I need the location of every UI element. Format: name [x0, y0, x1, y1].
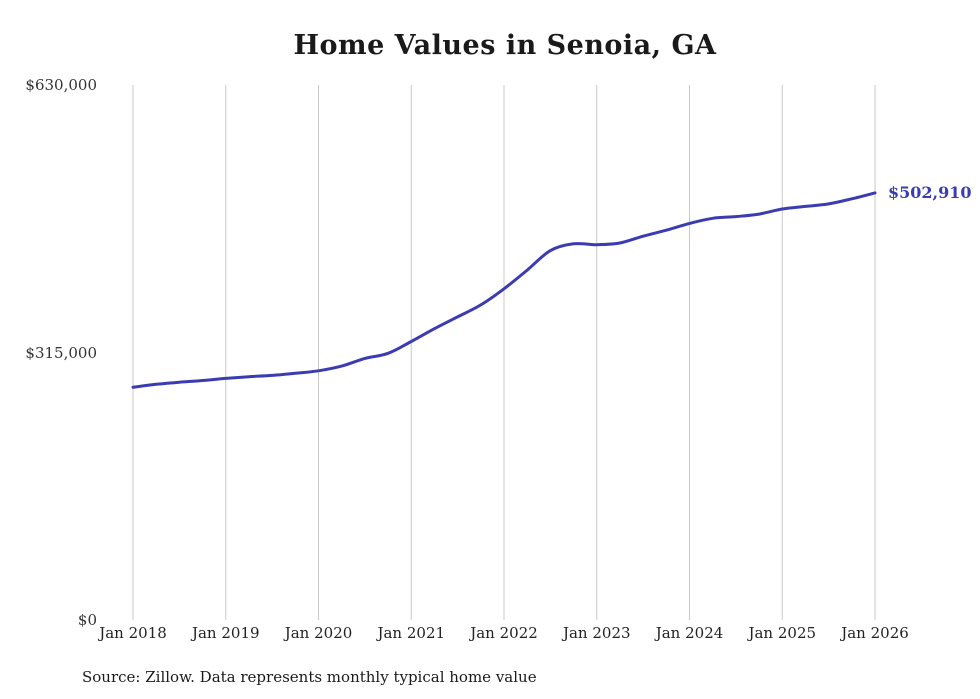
chart-title: Home Values in Senoia, GA	[293, 30, 717, 61]
x-tick-label: Jan 2022	[470, 624, 538, 642]
home-value-line	[131, 191, 877, 389]
x-tick-label: Jan 2024	[655, 624, 724, 642]
x-tick-label: Jan 2023	[562, 624, 631, 642]
x-tick-label: Jan 2019	[191, 624, 260, 642]
y-tick-label: $630,000	[25, 76, 97, 94]
y-tick-label: $315,000	[25, 343, 97, 362]
latest-value-label: $502,910	[888, 182, 972, 202]
x-tick-label: Jan 2026	[841, 624, 909, 642]
x-tick-label: Jan 2020	[284, 624, 353, 642]
x-tick-label: Jan 2018	[99, 624, 167, 642]
source-note: Source: Zillow. Data represents monthly …	[82, 668, 537, 686]
y-tick-label: $0	[77, 611, 97, 629]
x-tick-label: Jan 2021	[377, 624, 446, 642]
x-tick-label: Jan 2025	[748, 624, 817, 642]
